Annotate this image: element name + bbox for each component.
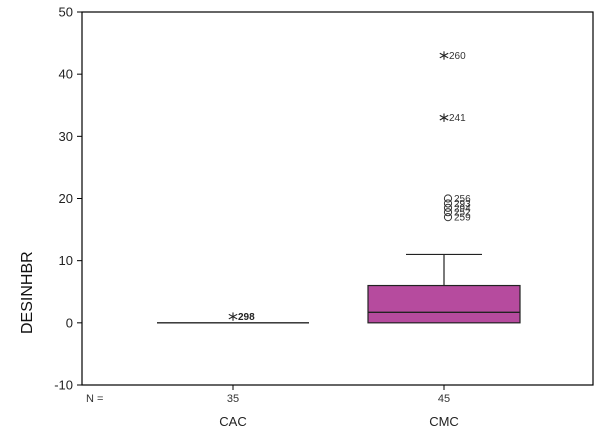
y-tick-label: 10 [59,253,73,268]
category-label-cac: CAC [219,414,246,429]
n-label: N = [86,393,103,405]
y-tick-label: 40 [59,67,73,82]
extreme-label: 241 [449,113,466,124]
y-tick-label: 50 [59,5,73,20]
x-axis: 35 CAC 45 CMC [219,385,459,429]
y-axis: -10 0 10 20 30 40 50 [54,5,82,393]
outlier-point [443,194,453,203]
y-tick-label: 0 [66,315,73,330]
asterisk-stroke [439,114,449,121]
extreme-label: 260 [449,51,466,62]
asterisk-stroke [228,313,238,320]
group-cac: 298 [157,312,309,324]
category-label-cmc: CMC [429,414,459,429]
n-count-cmc: 45 [438,393,450,405]
outlier-label: 294 [454,203,471,214]
outlier-point [443,208,453,217]
extreme-point [439,51,449,60]
n-count-cac: 35 [227,393,239,405]
outlier-label: 259 [454,213,471,224]
outlier-point [443,203,453,212]
y-tick-label: -10 [54,378,73,393]
y-tick-label: 30 [59,129,73,144]
y-tick-label: 20 [59,191,73,206]
extreme-point [228,312,238,321]
plot-frame [81,11,594,386]
outlier-label: 256 [454,194,471,205]
y-axis-title: DESINHBR [19,251,36,334]
outlier-point [443,199,453,208]
outlier-point [443,213,453,222]
extreme-point [439,113,449,122]
outlier-label: 252 [454,208,471,219]
asterisk-stroke [439,52,449,59]
outlier-label: 293 [454,199,471,210]
iqr-box [367,284,521,324]
extreme-label: 298 [238,312,255,323]
